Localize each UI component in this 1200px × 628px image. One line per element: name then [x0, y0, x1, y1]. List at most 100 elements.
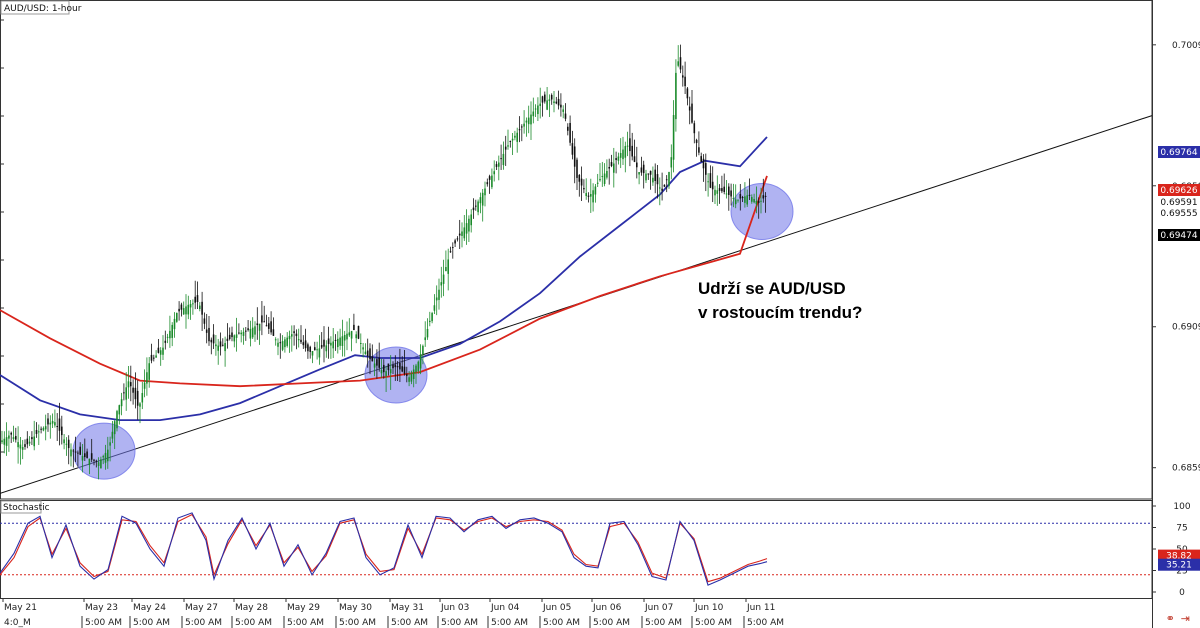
- candle-body: [182, 308, 185, 315]
- candle-body: [383, 364, 385, 373]
- candle-body: [721, 188, 723, 192]
- candle-body: [433, 305, 436, 311]
- candle-body: [426, 328, 429, 338]
- time-hour-label-14: 5:00 AM: [747, 618, 784, 628]
- candle-body: [297, 339, 300, 341]
- candle-body: [537, 105, 539, 115]
- candle-body: [364, 351, 367, 355]
- candle-body: [107, 449, 109, 462]
- candle-body: [705, 163, 707, 175]
- candle-body: [447, 259, 449, 274]
- candle-body: [277, 342, 279, 347]
- candle-body: [548, 99, 551, 101]
- candle-body: [403, 366, 406, 374]
- candle-body: [33, 436, 35, 447]
- time-date-label-4: May 28: [235, 603, 268, 613]
- time-date-label-12: Jun 07: [644, 603, 673, 613]
- candle-body: [580, 178, 583, 186]
- time-hour-label-9: 5:00 AM: [491, 618, 528, 628]
- candle-body: [396, 366, 399, 368]
- candle-body: [247, 328, 249, 331]
- candle-body: [318, 348, 321, 358]
- candle-body: [573, 146, 576, 167]
- time-date-label-2: May 24: [133, 603, 166, 613]
- candle-body: [424, 337, 426, 341]
- time-date-label-8: Jun 03: [440, 603, 469, 613]
- candle-body: [309, 346, 311, 352]
- candle-body: [502, 153, 505, 166]
- time-date-label-3: May 27: [185, 603, 218, 613]
- candle-body: [360, 343, 362, 345]
- candle-body: [272, 329, 275, 336]
- candle-body: [173, 318, 176, 330]
- stochastic-line-1: [0, 512, 768, 586]
- candle-body: [125, 387, 127, 400]
- candle-body: [134, 387, 137, 400]
- go-to-end-icon[interactable]: ⇥: [1180, 612, 1190, 625]
- candle-body: [624, 146, 627, 158]
- candle-body: [601, 175, 604, 177]
- time-hour-label-0: 4:0_M: [4, 618, 31, 628]
- candle-body: [484, 188, 486, 196]
- candle-body: [226, 338, 229, 342]
- candle-body: [261, 315, 263, 323]
- chart-title: AUD/USD: 1-hour: [4, 4, 82, 14]
- candle-body: [130, 382, 132, 387]
- candle-body: [527, 117, 530, 125]
- time-date-label-0: May 21: [4, 603, 37, 613]
- price-tick-label-3: 0.68591: [1172, 464, 1200, 474]
- candle-body: [210, 339, 213, 343]
- candle-body: [31, 437, 33, 440]
- candle-body: [691, 103, 693, 123]
- candle-body: [24, 444, 26, 447]
- sync-icon[interactable]: ⚭: [1165, 612, 1175, 625]
- candle-body: [470, 214, 472, 226]
- candle-body: [235, 334, 238, 338]
- candle-body: [567, 126, 569, 131]
- candle-body: [617, 156, 620, 161]
- candle-body: [714, 189, 716, 196]
- candle-body: [104, 452, 107, 463]
- candle-body: [249, 328, 252, 339]
- candle-body: [458, 233, 461, 236]
- time-hour-label-7: 5:00 AM: [391, 618, 428, 628]
- candle-body: [587, 195, 590, 197]
- candle-body: [162, 347, 164, 355]
- time-hour-label-6: 5:00 AM: [339, 618, 376, 628]
- candle-body: [732, 197, 735, 199]
- candle-body: [751, 197, 753, 202]
- candle-body: [693, 123, 696, 134]
- candle-body: [256, 323, 259, 326]
- candle-body: [56, 426, 58, 428]
- candle-body: [8, 435, 10, 439]
- candle-body: [240, 332, 242, 335]
- candle-body: [711, 181, 714, 190]
- candle-body: [314, 347, 316, 351]
- candle-body: [728, 186, 730, 195]
- candle-body: [518, 129, 521, 131]
- candle-body: [291, 334, 293, 337]
- candle-body: [762, 195, 765, 199]
- candle-body: [355, 334, 357, 339]
- candle-body: [408, 377, 410, 382]
- candle-body: [90, 453, 93, 460]
- candle-body: [346, 333, 348, 340]
- candle-body: [638, 172, 640, 175]
- candle-body: [748, 194, 751, 196]
- candle-body: [380, 369, 383, 374]
- candle-body: [656, 174, 659, 185]
- candle-body: [734, 199, 737, 205]
- candle-body: [159, 350, 162, 355]
- candle-body: [169, 330, 171, 339]
- candle-body: [127, 381, 130, 388]
- candle-body: [311, 351, 314, 356]
- candle-body: [629, 138, 631, 152]
- candle-body: [631, 145, 633, 157]
- candle-body: [215, 344, 217, 347]
- candle-body: [353, 324, 355, 331]
- candle-body: [385, 371, 387, 377]
- candle-body: [509, 140, 512, 142]
- candle-body: [640, 167, 643, 173]
